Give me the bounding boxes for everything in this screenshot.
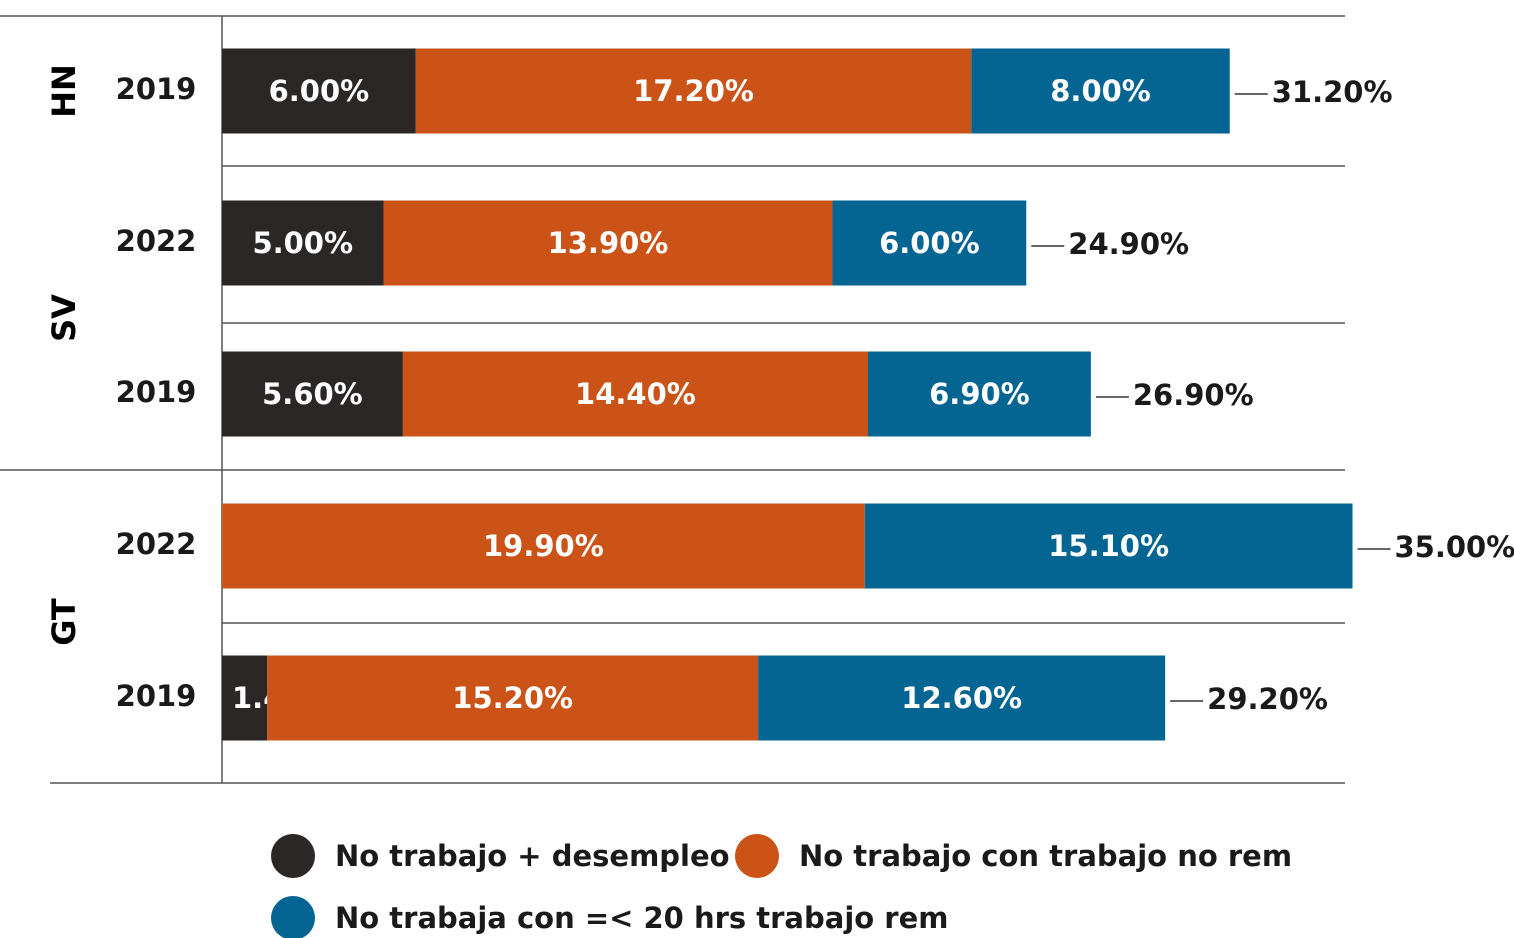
category-label: 2022 bbox=[116, 224, 197, 258]
bar-segment bbox=[402, 351, 868, 437]
legend-label: No trabajo + desempleo bbox=[335, 839, 730, 873]
category-label: 2019 bbox=[116, 679, 197, 713]
legend-label: No trabaja con =< 20 hrs trabajo rem bbox=[335, 901, 948, 935]
value-label: 5.00% bbox=[252, 226, 353, 260]
frame bbox=[0, 15, 1345, 784]
category-label: 2022 bbox=[116, 527, 197, 561]
total-label: 35.00% bbox=[1395, 530, 1514, 564]
total-label: 26.90% bbox=[1133, 378, 1254, 412]
bar-segment bbox=[864, 503, 1353, 589]
value-label: 6.00% bbox=[879, 226, 980, 260]
total-label: 31.20% bbox=[1272, 75, 1393, 109]
bar-segment bbox=[415, 48, 972, 134]
group-label: GT bbox=[45, 598, 83, 646]
bar-segment bbox=[267, 655, 759, 741]
bar-segment bbox=[832, 200, 1027, 286]
bar-segment bbox=[222, 503, 865, 589]
legend-label: No trabajo con trabajo no rem bbox=[799, 839, 1292, 873]
value-label: 14.40% bbox=[575, 377, 696, 411]
value-label: 13.90% bbox=[548, 226, 669, 260]
value-label: 5.60% bbox=[262, 377, 363, 411]
bar-segment bbox=[222, 655, 268, 741]
value-label: 6.00% bbox=[269, 74, 370, 108]
bar-segment bbox=[868, 351, 1091, 437]
total-label: 24.90% bbox=[1068, 227, 1189, 261]
bar-segment bbox=[222, 200, 384, 286]
value-label: 8.00% bbox=[1050, 74, 1151, 108]
value-label: 6.90% bbox=[929, 377, 1030, 411]
value-label: 19.90% bbox=[483, 529, 604, 563]
category-label: 2019 bbox=[116, 72, 197, 106]
total-label: 29.20% bbox=[1207, 682, 1328, 716]
bar-segment bbox=[383, 200, 833, 286]
legend-swatch bbox=[735, 834, 779, 878]
value-label: 15.10% bbox=[1048, 529, 1169, 563]
value-label: 12.60% bbox=[901, 681, 1022, 715]
bar-segment bbox=[971, 48, 1230, 134]
group-label: SV bbox=[45, 294, 83, 342]
bar-segment bbox=[758, 655, 1166, 741]
legend-swatch bbox=[271, 896, 315, 938]
category-label: 2019 bbox=[116, 375, 197, 409]
bar-segment bbox=[222, 351, 403, 437]
group-label: HN bbox=[45, 64, 83, 118]
value-label: 15.20% bbox=[452, 681, 573, 715]
legend-swatch bbox=[271, 834, 315, 878]
value-label: 17.20% bbox=[633, 74, 754, 108]
bar-segment bbox=[222, 48, 416, 134]
